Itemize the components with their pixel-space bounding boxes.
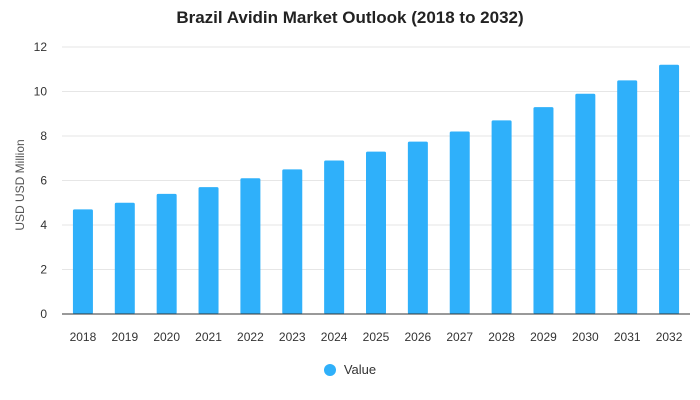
x-tick-label: 2021 xyxy=(195,330,222,344)
x-tick-label: 2019 xyxy=(111,330,138,344)
y-tick-label: 4 xyxy=(40,218,47,232)
x-tick-label: 2020 xyxy=(153,330,180,344)
legend-label: Value xyxy=(343,362,377,377)
x-tick-label: 2026 xyxy=(405,330,432,344)
bar-2027[interactable] xyxy=(449,131,470,314)
bar-2025[interactable] xyxy=(366,151,386,314)
bar-2020[interactable] xyxy=(156,193,177,314)
y-tick-label: 12 xyxy=(34,40,48,54)
y-tick-label: 2 xyxy=(40,263,47,277)
bar-2032[interactable] xyxy=(659,64,680,314)
x-tick-label: 2027 xyxy=(446,330,473,344)
x-tick-label: 2028 xyxy=(488,330,515,344)
y-tick-label: 6 xyxy=(40,174,47,188)
chart-title: Brazil Avidin Market Outlook (2018 to 20… xyxy=(176,8,524,27)
legend: Value xyxy=(0,362,700,377)
legend-swatch xyxy=(323,363,336,376)
bar-2024[interactable] xyxy=(324,160,345,314)
x-tick-label: 2029 xyxy=(530,330,557,344)
x-tick-label: 2030 xyxy=(572,330,599,344)
x-tick-label: 2032 xyxy=(656,330,683,344)
x-tick-label: 2018 xyxy=(70,330,97,344)
axis-layer: 0 2 4 6 8 10 12 2018 2019 2020 2021 2022 2023 2024 202… xyxy=(34,40,690,344)
x-tick-label: 2024 xyxy=(321,330,348,344)
x-tick-label: 2031 xyxy=(614,330,641,344)
bar-2029[interactable] xyxy=(533,107,554,314)
y-tick-label: 8 xyxy=(40,129,47,143)
bar-2030[interactable] xyxy=(575,93,596,314)
bar-2019[interactable] xyxy=(114,202,135,314)
y-tick-label: 0 xyxy=(40,307,47,321)
x-tick-label: 2022 xyxy=(237,330,264,344)
bar-2023[interactable] xyxy=(282,169,303,314)
bar-2028[interactable] xyxy=(491,120,512,314)
bar-2021[interactable] xyxy=(198,187,219,314)
x-tick-label: 2025 xyxy=(363,330,390,344)
y-tick-label: 10 xyxy=(34,85,48,99)
x-tick-label: 2023 xyxy=(279,330,306,344)
bar-2026[interactable] xyxy=(407,141,428,314)
bar-layer xyxy=(72,64,680,314)
bar-2031[interactable] xyxy=(617,80,638,314)
bar-2022[interactable] xyxy=(240,178,261,314)
bar-2018[interactable] xyxy=(72,209,93,314)
